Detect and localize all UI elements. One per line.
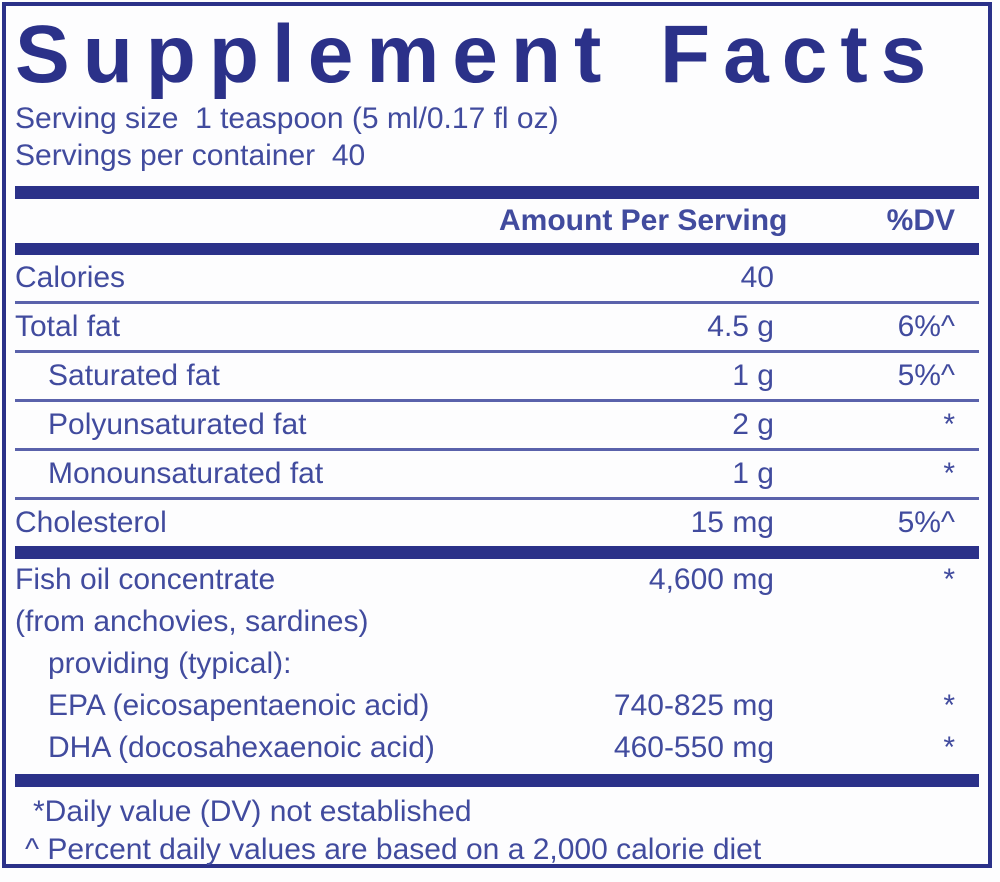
separator-bar-top: [15, 186, 979, 199]
row-label: Cholesterol: [15, 506, 167, 539]
row-amount: 1 g: [732, 457, 774, 490]
row-dv: *: [943, 563, 955, 596]
serving-size-line: Serving size 1 teaspoon (5 ml/0.17 fl oz…: [15, 102, 559, 135]
table-row: Fish oil concentrate 4,600 mg *: [15, 559, 979, 601]
row-amount: 460-550 mg: [613, 731, 774, 764]
row-dv: 5%^: [897, 359, 955, 392]
footnotes: *Daily value (DV) not established ^ Perc…: [15, 787, 979, 869]
table-row: (from anchovies, sardines): [15, 601, 979, 643]
table-row: Calories 40: [15, 255, 979, 304]
table-row: EPA (eicosapentaenoic acid) 740-825 mg *: [15, 685, 979, 727]
row-dv: 6%^: [897, 310, 955, 343]
panel-title: Supplement Facts: [15, 9, 940, 100]
nutrient-table: Calories 40 Total fat 4.5 g 6%^ Saturated fat…: [15, 255, 979, 546]
row-amount: 740-825 mg: [613, 689, 774, 722]
row-label: Polyunsaturated fat: [48, 408, 307, 441]
row-amount: 40: [740, 261, 774, 294]
row-label: Fish oil concentrate: [15, 563, 276, 596]
row-amount: 15 mg: [690, 506, 774, 539]
row-amount: 1 g: [732, 359, 774, 392]
footnote-percent-daily-values: ^ Percent daily values are based on a 2,…: [25, 833, 762, 866]
row-label: (from anchovies, sardines): [15, 605, 369, 638]
separator-bar-bottom: [15, 774, 979, 787]
row-label: DHA (docosahexaenoic acid): [48, 731, 435, 764]
row-dv: *: [943, 731, 955, 764]
table-row: Total fat 4.5 g 6%^: [15, 304, 979, 353]
row-label: Total fat: [15, 310, 121, 343]
table-row: Polyunsaturated fat 2 g *: [15, 402, 979, 451]
separator-bar-under-header: [15, 243, 979, 255]
row-label: Monounsaturated fat: [48, 457, 324, 490]
row-dv: *: [943, 689, 955, 722]
row-label: providing (typical):: [48, 647, 292, 680]
row-label: Saturated fat: [48, 359, 220, 392]
amount-per-serving-header: Amount Per Serving: [499, 204, 788, 237]
ingredient-table: Fish oil concentrate 4,600 mg * (from ancho…: [15, 559, 979, 769]
row-dv: 5%^: [897, 506, 955, 539]
percent-dv-header: %DV: [886, 204, 955, 237]
table-header-row: Amount Per Serving %DV: [15, 199, 979, 243]
supplement-facts-panel: Supplement Facts Serving size 1 teaspoon…: [2, 2, 992, 868]
row-dv: *: [943, 457, 955, 490]
table-row: Cholesterol 15 mg 5%^: [15, 500, 979, 546]
servings-per-container-line: Servings per container 40: [15, 139, 366, 172]
table-row: Saturated fat 1 g 5%^: [15, 353, 979, 402]
row-amount: 4.5 g: [707, 310, 774, 343]
row-dv: *: [943, 408, 955, 441]
row-amount: 4,600 mg: [648, 563, 774, 596]
row-label: Calories: [15, 261, 126, 294]
footnote-daily-value: *Daily value (DV) not established: [33, 795, 472, 828]
separator-bar-middle: [15, 546, 979, 559]
table-row: Monounsaturated fat 1 g *: [15, 451, 979, 500]
row-amount: 2 g: [732, 408, 774, 441]
table-row: DHA (docosahexaenoic acid) 460-550 mg *: [15, 727, 979, 769]
row-label: EPA (eicosapentaenoic acid): [48, 689, 430, 722]
table-row: providing (typical):: [15, 643, 979, 685]
